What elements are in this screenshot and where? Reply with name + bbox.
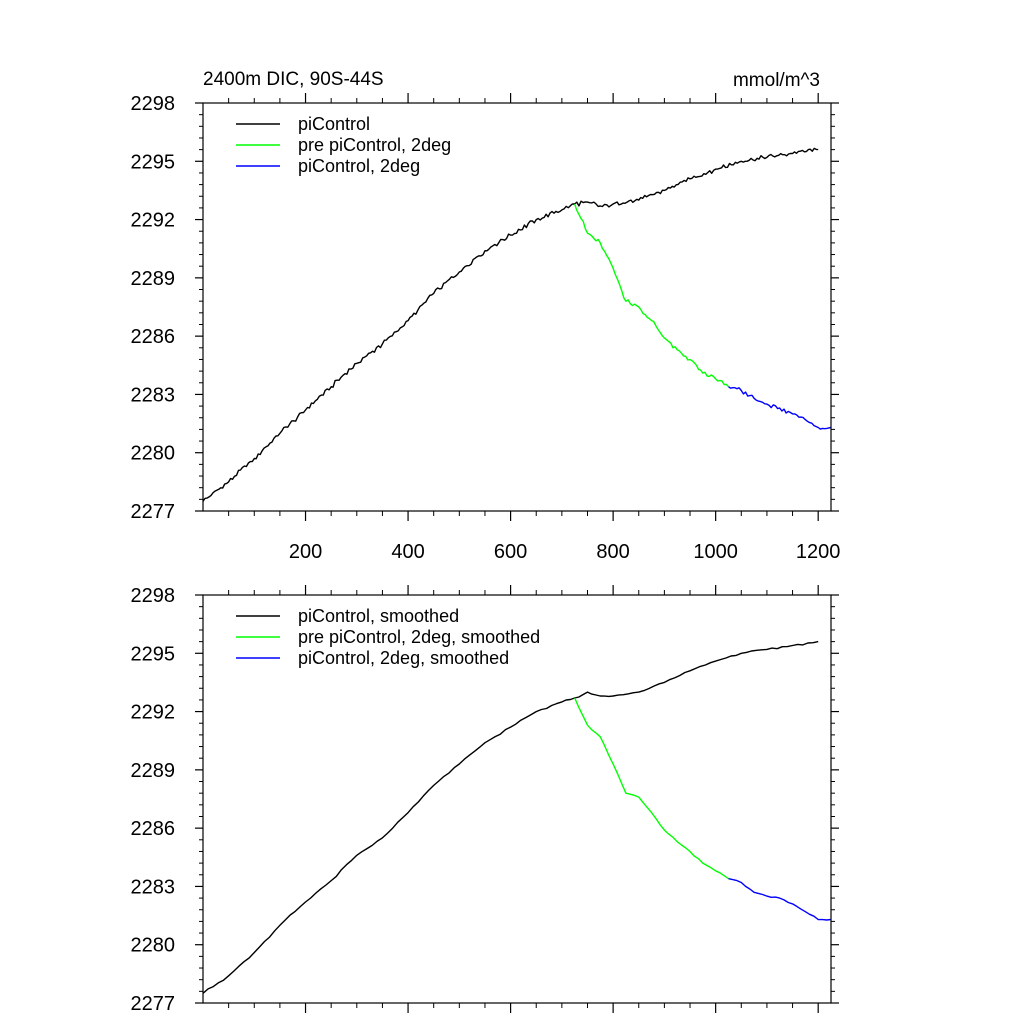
y-tick-label: 2298	[131, 585, 176, 607]
series-line-pre-picontrol-2deg	[574, 203, 730, 388]
y-tick-label: 2292	[131, 702, 176, 724]
y-tick-label: 2298	[131, 93, 176, 115]
x-tick-label: 400	[391, 541, 424, 563]
legend-label: piControl, 2deg	[298, 156, 420, 176]
series-line-picontrol	[202, 147, 819, 502]
series-line-picontrol-smoothed	[202, 640, 819, 994]
legend-label: pre piControl, 2deg	[298, 135, 451, 155]
plot-frame	[202, 102, 832, 512]
y-tick-label: 2283	[131, 876, 176, 898]
y-tick-label: 2295	[131, 643, 176, 665]
x-tick-label: 800	[596, 541, 629, 563]
series-line-pre-picontrol-2deg-smoothed	[574, 697, 729, 880]
y-tick-label: 2280	[131, 935, 176, 957]
y-tick-label: 2286	[131, 818, 176, 840]
legend-label: piControl, 2deg, smoothed	[298, 648, 509, 668]
y-tick-label: 2289	[131, 268, 176, 290]
legend-label: piControl, smoothed	[298, 606, 459, 626]
series-line-picontrol-2deg-smoothed	[728, 878, 832, 921]
y-tick-label: 2283	[131, 384, 176, 406]
y-tick-label: 2280	[131, 443, 176, 465]
bottom-panel: 2277 2280 2283 2286 2289 2292 2295 2298 piContr…	[131, 585, 839, 1015]
series-line-picontrol-2deg	[728, 386, 832, 430]
x-tick-label: 1000	[693, 541, 738, 563]
legend-label: piControl	[298, 114, 370, 134]
y-tick-label: 2277	[131, 501, 176, 523]
y-tick-label: 2292	[131, 210, 176, 232]
units-label: mmol/m^3	[733, 70, 820, 91]
y-tick-label: 2289	[131, 760, 176, 782]
x-tick-label: 600	[494, 541, 527, 563]
y-tick-label: 2286	[131, 326, 176, 348]
x-tick-label: 200	[289, 541, 322, 563]
y-tick-label: 2277	[131, 993, 176, 1015]
x-tick-label: 1200	[796, 541, 841, 563]
y-tick-label: 2295	[131, 151, 176, 173]
top-panel: 2400m DIC, 90S-44S mmol/m^3 2277 2280 2283…	[131, 69, 841, 563]
legend-label: pre piControl, 2deg, smoothed	[298, 627, 540, 647]
chart-title: 2400m DIC, 90S-44S	[203, 69, 384, 90]
plot-frame	[202, 594, 832, 1004]
